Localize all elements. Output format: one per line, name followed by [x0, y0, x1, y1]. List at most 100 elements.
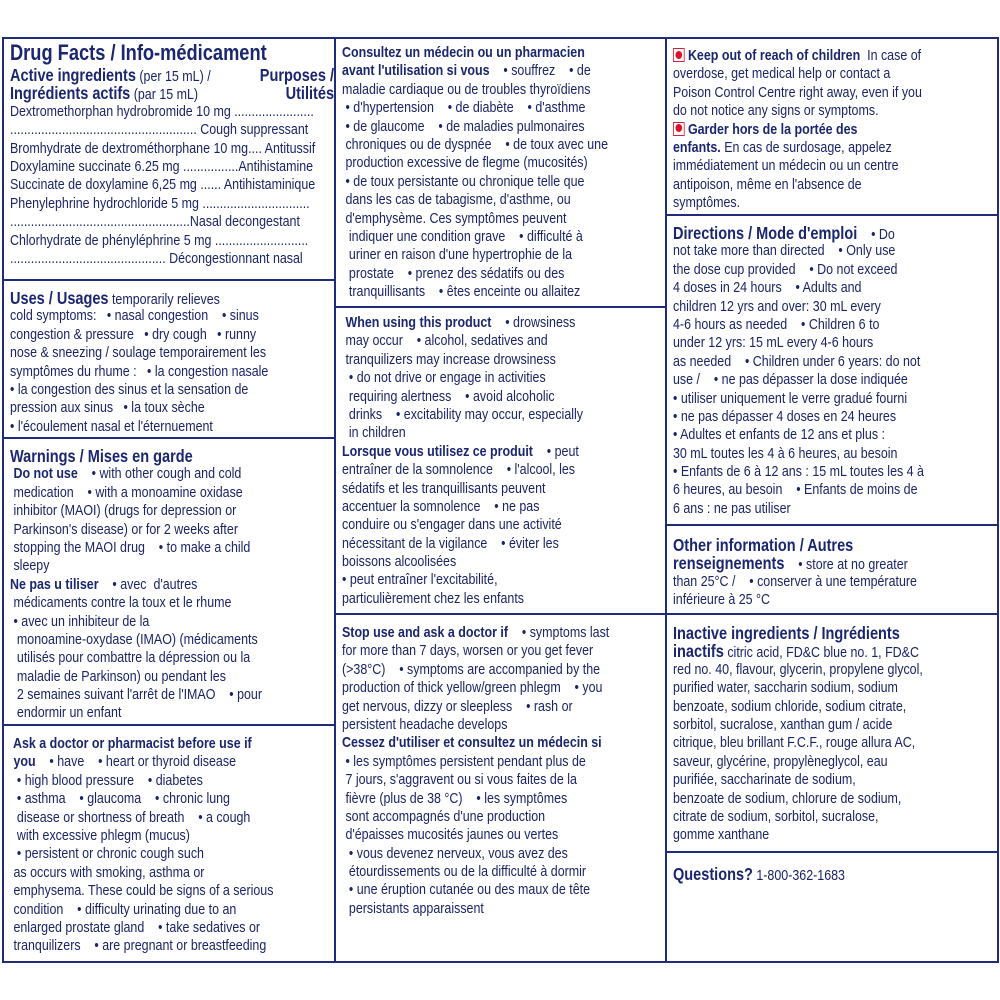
text-line: symptômes. — [673, 194, 997, 212]
line-text: drinks • excitability may occur, especia… — [342, 406, 583, 424]
text-line: • utiliser uniquement le verre gradué fo… — [673, 390, 997, 408]
text: citrate de sodium, sorbitol, sucralose, — [673, 807, 879, 825]
text: 30 mL toutes les 4 à 6 heures, au besoin — [673, 444, 898, 462]
bold-label: Stop use and ask a doctor if — [342, 624, 509, 641]
warnings-section: Warnings / Mises en garde Do not use • w… — [2, 437, 336, 726]
text-line: overdose, get medical help or contact a — [673, 65, 997, 83]
text-line: chroniques ou de dyspnée • de toux avec … — [342, 136, 665, 154]
line-text: ........................................… — [10, 250, 303, 268]
section-heading: Directions / Mode d'emploi — [673, 223, 858, 243]
text-line: ........................................… — [10, 121, 334, 139]
text: purifiée, saccharinate de sodium, — [673, 771, 856, 789]
line-text: étourdissements ou de la difficulté à do… — [342, 863, 586, 881]
text-line: • peut entraîner l'excitabilité, — [342, 571, 665, 589]
text-line: do not notice any signs or symptoms. — [673, 102, 997, 120]
line-text: • utiliser uniquement le verre gradué fo… — [673, 390, 907, 408]
text-line: nécessitant de la vigilance • éviter les — [342, 535, 665, 553]
line-text: condition • difficulty urinating due to … — [10, 901, 236, 919]
line-text: Ingrédients actifs (par 15 mL) — [10, 84, 199, 104]
text: endormir un enfant — [10, 704, 122, 722]
text: 6 heures, au besoin • Enfants de moins d… — [673, 481, 918, 499]
text-line: production of thick yellow/green phlegm … — [342, 679, 665, 697]
text: ........................................… — [10, 121, 309, 139]
line-text: children 12 yrs and over: 30 mL every — [673, 298, 881, 316]
text-line: Ne pas u tiliser • avec d'autres — [10, 576, 334, 594]
text: benzoate, sodium chloride, sodium citrat… — [673, 697, 907, 715]
text: • utiliser uniquement le verre gradué fo… — [673, 389, 908, 407]
line-text: overdose, get medical help or contact a — [673, 65, 890, 83]
text: persistants apparaissent — [342, 899, 484, 917]
line-text: When using this product • drowsiness — [342, 314, 575, 332]
text: Succinate de doxylamine 6,25 mg ...... A… — [10, 176, 316, 194]
line-text: pression aux sinus • la toux sèche — [10, 399, 205, 417]
text: 2 semaines suivant l'arrêt de l'IMAO • p… — [10, 686, 262, 704]
line-text: • d'hypertension • de diabète • d'asthme — [342, 99, 585, 117]
line-text: • l'écoulement nasal et l'éternuement — [10, 418, 213, 436]
line-text: citrique, bleu brillant F.C.F., rouge al… — [673, 734, 915, 752]
text: • avec un inhibiteur de la — [10, 612, 150, 630]
text: • une éruption cutanée ou des maux de tê… — [342, 881, 591, 899]
line-text: Warnings / Mises en garde — [10, 447, 193, 465]
text: • do not drive or engage in activities — [342, 369, 546, 387]
line-text: particulièrement chez les enfants — [342, 590, 524, 608]
consult-doctor-section: Consultez un médecin ou un pharmacien ava… — [334, 37, 667, 308]
text-line: symptômes du rhume : • la congestion nas… — [10, 363, 334, 381]
text-line: particulièrement chez les enfants — [342, 590, 665, 608]
line-text: 2 semaines suivant l'arrêt de l'IMAO • p… — [10, 686, 262, 704]
text-line: Consultez un médecin ou un pharmacien — [342, 44, 665, 62]
text: • souffrez • de — [489, 62, 591, 80]
text: dans les cas de tabagisme, d'asthme, ou — [342, 191, 571, 209]
line-text: • de toux persistante ou chronique telle… — [342, 173, 584, 191]
text-line: Do not use • with other cough and cold — [10, 465, 334, 483]
line-text: • asthma • glaucoma • chronic lung — [10, 790, 230, 808]
line-text: entraîner de la somnolence • l'alcool, l… — [342, 461, 575, 479]
line-text: benzoate de sodium, chlorure de sodium, — [673, 790, 901, 808]
line-text: Ne pas u tiliser • avec d'autres — [10, 576, 197, 594]
text-line: Questions? 1-800-362-1683 — [673, 865, 997, 884]
text-line: enfants. En cas de surdosage, appelez — [673, 139, 997, 157]
text-line: condition • difficulty urinating due to … — [10, 901, 334, 919]
text-line: • persistent or chronic cough such — [10, 845, 334, 863]
text: inférieure à 25 °C — [673, 591, 771, 609]
line-text: indiquer une condition grave • difficult… — [342, 228, 583, 246]
text-line: red no. 40, flavour, glycerin, propylene… — [673, 661, 997, 679]
line-text: symptômes. — [673, 194, 740, 212]
line-text: persistent headache develops — [342, 716, 507, 734]
text: • persistent or chronic cough such — [10, 845, 204, 863]
text: (par 15 mL) — [130, 86, 199, 104]
text: 7 jours, s'aggravent ou si vous faites d… — [342, 771, 577, 789]
text: pression aux sinus • la toux sèche — [10, 399, 205, 417]
line-text: d'emphysème. Ces symptômes peuvent — [342, 210, 566, 228]
text: conduire ou s'engager dans une activité — [342, 516, 562, 534]
text: étourdissements ou de la difficulté à do… — [342, 863, 587, 881]
line-text: fièvre (plus de 38 °C) • les symptômes — [342, 790, 567, 808]
text-line: (>38°C) • symptoms are accompanied by th… — [342, 661, 665, 679]
text: 4-6 hours as needed • Children 6 to — [673, 315, 880, 333]
line-text: • peut entraîner l'excitabilité, — [342, 571, 498, 589]
line-text: persistants apparaissent — [342, 900, 484, 918]
text-line: monoamine-oxydase (IMAO) (médicaments — [10, 631, 334, 649]
line-text: may occur • alcohol, sedatives and — [342, 332, 547, 350]
line-text: Bromhydrate de dextrométhorphane 10 mg..… — [10, 140, 315, 158]
text: (>38°C) • symptoms are accompanied by th… — [342, 660, 601, 678]
text: (per 15 mL) / — [135, 68, 211, 85]
text: • peut — [532, 442, 579, 460]
text: medication • with a monoamine oxidase — [10, 483, 243, 501]
text: • with other cough and cold — [77, 465, 242, 483]
section-heading: renseignements — [673, 553, 785, 574]
text-line: Keep out of reach of children In case of — [673, 47, 997, 65]
text-line: Doxylamine succinate 6.25 mg ...........… — [10, 158, 334, 176]
stop-use-section: Stop use and ask a doctor if • symptoms … — [334, 613, 667, 963]
text: ........................................… — [10, 213, 300, 231]
text: monoamine-oxydase (IMAO) (médicaments — [10, 630, 258, 648]
text: temporarily relieves — [108, 291, 220, 308]
bold-label: Lorsque vous utilisez ce produit — [342, 442, 533, 460]
uses-section: Uses / Usages temporarily relieves cold s… — [2, 279, 336, 439]
text: chroniques ou de dyspnée • de toux avec … — [342, 135, 609, 153]
text-line: 6 heures, au besoin • Enfants de moins d… — [673, 481, 997, 499]
text-line: • une éruption cutanée ou des maux de tê… — [342, 881, 665, 899]
page-title: Drug Facts / Info-médicament — [10, 40, 267, 65]
other-information-section: Other information / Autres renseignements… — [665, 524, 999, 615]
line-text: tranquilizers may increase drowsiness — [342, 351, 555, 369]
line-text: use / • ne pas dépasser la dose indiquée — [673, 371, 908, 389]
